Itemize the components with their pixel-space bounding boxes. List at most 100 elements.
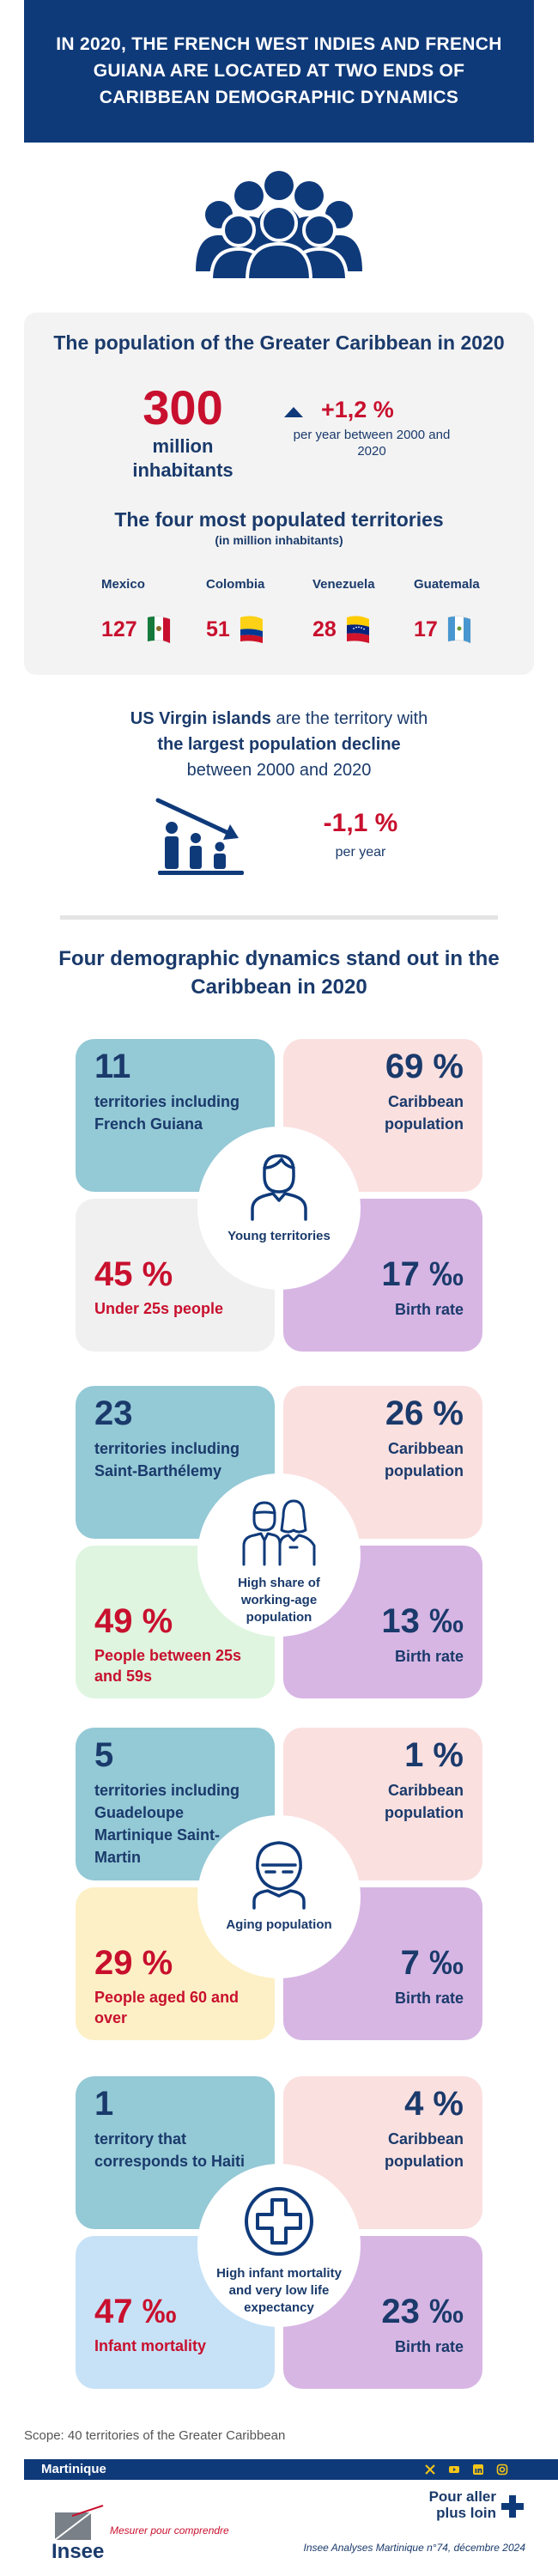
age-stat-desc: People between 25s and 59s	[94, 1647, 242, 1685]
territory-count: 1	[94, 2085, 114, 2123]
territory-name: Colombia	[206, 577, 265, 592]
dynamic-center-label: High infant mortality and very low life …	[216, 2266, 342, 2315]
decline-value: -1,1 %	[323, 809, 398, 837]
territory-name: Guatemala	[414, 577, 480, 592]
territory-count: 23	[94, 1394, 133, 1432]
population-share-desc: Caribbean population	[385, 1782, 464, 1821]
guatemala-flag-icon	[447, 616, 471, 644]
growth-value: +1,2 %	[321, 397, 394, 422]
birth-rate-desc: Birth rate	[394, 1648, 464, 1665]
age-stat: 45 %	[94, 1255, 173, 1293]
population-group-icon	[196, 171, 362, 282]
territory-name: Mexico	[101, 577, 145, 592]
territory-count-desc: territories including French Guiana	[94, 1093, 240, 1133]
region-label: Martinique	[41, 2462, 106, 2476]
more-info-link[interactable]: Pour aller plus loin	[428, 2488, 496, 2521]
birth-rate: 13 ‰	[381, 1602, 464, 1640]
population-share: 1 %	[404, 1736, 464, 1774]
territory-value: 51	[206, 617, 230, 641]
birth-rate: 23 ‰	[381, 2293, 464, 2330]
age-stat: 29 %	[94, 1944, 173, 1982]
territory-mexico: Mexico 127	[101, 577, 204, 647]
decline-statement: US Virgin islands are the territory with…	[52, 706, 506, 783]
population-share: 69 %	[385, 1048, 464, 1085]
dynamic-center-circle: Young territories	[197, 1127, 361, 1290]
age-stat: 49 %	[94, 1602, 173, 1640]
instagram-icon[interactable]	[496, 2464, 508, 2476]
insee-logo-icon	[54, 2505, 104, 2541]
declining-population-icon	[155, 798, 244, 875]
territory-count-desc: territories including Saint-Barthélemy	[94, 1440, 240, 1479]
top-territories-subtitle: (in million inhabitants)	[215, 533, 343, 547]
territory-colombia: Colombia 51	[206, 577, 309, 647]
dynamic-center-circle: Aging population	[197, 1815, 361, 1978]
decline-text-1: are the territory with	[270, 709, 428, 728]
dynamic-center-circle: High share of working-age population	[197, 1473, 361, 1637]
dynamic-center-circle: High infant mortality and very low life …	[197, 2164, 361, 2327]
plus-icon[interactable]	[500, 2494, 525, 2519]
territory-venezuela: Venezuela 28	[312, 577, 415, 647]
dynamic-block-young: 11 territories including French Guiana 6…	[76, 1039, 482, 1352]
population-share: 26 %	[385, 1394, 464, 1432]
insee-logo-text: Insee	[52, 2540, 105, 2563]
insee-tagline: Mesurer pour comprendre	[110, 2524, 229, 2537]
triangle-up-icon	[284, 407, 303, 417]
dynamic-center-label: Young territories	[227, 1229, 331, 1243]
age-stat-desc: People aged 60 and over	[94, 1989, 240, 2026]
birth-rate: 7 ‰	[400, 1944, 464, 1982]
birth-rate-desc: Birth rate	[394, 1990, 464, 2007]
territory-value: 17	[414, 617, 438, 641]
header-banner: IN 2020, THE FRENCH WEST INDIES AND FREN…	[24, 0, 534, 143]
population-growth: +1,2 % per year between 2000 and 2020	[282, 397, 462, 459]
decline-period: per year	[335, 845, 386, 860]
population-share-desc: Caribbean population	[385, 2130, 464, 2170]
decline-highlight: US Virgin islands	[130, 709, 271, 728]
scope-note: Scope: 40 territories of the Greater Car…	[24, 2428, 286, 2443]
growth-period: per year between 2000 and 2020	[293, 428, 451, 459]
top-territories-heading: The four most populated territories (in …	[24, 508, 534, 547]
age-stat: 47 ‰	[94, 2293, 177, 2330]
birth-rate-desc: Birth rate	[394, 2338, 464, 2355]
territory-count-desc: territories including Guadeloupe Martini…	[94, 1782, 240, 1866]
birth-rate: 17 ‰	[381, 1255, 464, 1293]
population-share: 4 %	[404, 2085, 464, 2123]
colombia-flag-icon	[240, 616, 263, 643]
decline-figure: -1,1 % per year	[309, 809, 412, 860]
territory-count: 5	[94, 1736, 114, 1774]
dynamic-block-high-mortality: 1 territory that corresponds to Haiti 4 …	[76, 2076, 482, 2389]
dynamics-title: Four demographic dynamics stand out in t…	[58, 947, 500, 999]
population-total: 300 million inhabitants	[127, 381, 239, 483]
mexico-flag-icon	[147, 616, 170, 644]
summary-title: The population of the Greater Caribbean …	[53, 331, 505, 354]
top-territories-title: The four most populated territories	[114, 508, 444, 531]
header-title: IN 2020, THE FRENCH WEST INDIES AND FREN…	[56, 34, 502, 107]
birth-rate-desc: Birth rate	[394, 1301, 464, 1318]
territory-count: 11	[94, 1048, 131, 1085]
young-person-icon	[251, 1154, 307, 1221]
age-stat-desc: Infant mortality	[94, 2337, 207, 2354]
territory-guatemala: Guatemala 17	[414, 577, 517, 647]
venezuela-flag-icon	[346, 616, 369, 643]
territory-count-desc: territory that corresponds to Haiti	[94, 2130, 246, 2170]
territory-value: 127	[101, 617, 137, 641]
dynamic-block-aging: 5 territories including Guadeloupe Marti…	[76, 1728, 482, 2040]
population-share-desc: Caribbean population	[385, 1093, 464, 1133]
territory-name: Venezuela	[312, 577, 375, 592]
youtube-icon[interactable]	[448, 2464, 460, 2476]
territory-value: 28	[312, 617, 337, 641]
population-summary-card: The population of the Greater Caribbean …	[24, 313, 534, 675]
population-value: 300	[143, 380, 223, 434]
territory-count-tile: 11 territories including French Guiana	[76, 1039, 275, 1192]
dynamic-center-label: Aging population	[226, 1917, 332, 1932]
medical-cross-icon	[245, 2187, 313, 2256]
decline-text-3: between 2000 and 2020	[186, 761, 372, 780]
workers-icon	[242, 1499, 316, 1566]
elderly-person-icon	[252, 1841, 306, 1910]
population-share-desc: Caribbean population	[385, 1440, 464, 1479]
decline-text-2: the largest population decline	[157, 735, 401, 754]
age-stat-desc: Under 25s people	[94, 1300, 224, 1317]
linkedin-icon[interactable]	[472, 2464, 484, 2476]
footer-bar: Martinique	[24, 2459, 558, 2480]
x-icon[interactable]	[424, 2464, 436, 2476]
section-divider	[60, 915, 498, 920]
